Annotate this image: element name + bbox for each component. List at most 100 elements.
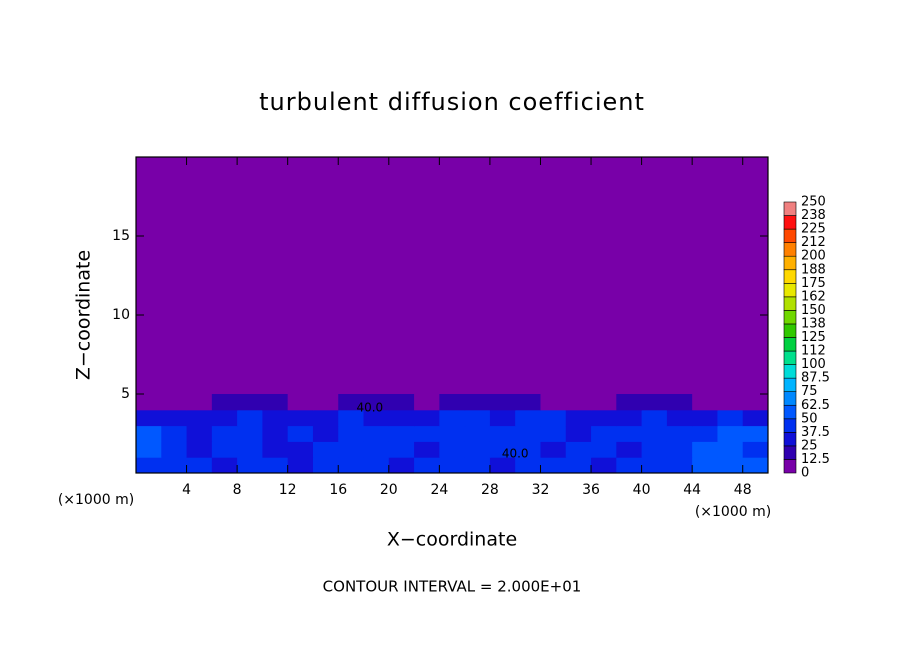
heat-cell <box>287 457 314 474</box>
heat-cell <box>237 457 263 474</box>
heat-cell <box>312 441 339 458</box>
heat-cell <box>717 425 744 442</box>
colorbar-label: 25 <box>801 438 818 453</box>
heat-cell <box>161 409 188 427</box>
heat-cell <box>565 409 592 427</box>
heat-cell <box>388 394 415 411</box>
heat-cell <box>489 457 516 474</box>
x-unit-right: (×1000 m) <box>695 504 771 520</box>
heat-cell <box>464 394 491 411</box>
colorbar-swatch <box>783 269 797 284</box>
heat-cell <box>136 425 162 442</box>
footer: CONTOUR INTERVAL = 2.000E+01 <box>323 578 582 596</box>
heat-cell <box>186 457 213 474</box>
heat-cell <box>186 394 213 411</box>
colorbar-label: 162 <box>801 289 826 304</box>
heat-cell <box>136 409 162 427</box>
y-axis-label: Z−coordinate <box>73 250 95 380</box>
heat-cell <box>591 425 617 442</box>
heat-cell <box>414 457 440 474</box>
x-tick-label: 48 <box>734 482 752 498</box>
y-tick-label: 5 <box>121 386 130 402</box>
colorbar-label: 50 <box>801 411 818 426</box>
heat-cell <box>591 409 617 427</box>
heat-cell <box>186 409 213 427</box>
heat-cell <box>641 409 668 427</box>
heat-cell <box>489 409 516 427</box>
heat-cell <box>136 394 162 411</box>
colorbar-swatch <box>783 215 797 230</box>
heat-cell <box>666 394 693 411</box>
heat-cell <box>363 409 390 427</box>
colorbar-swatch <box>783 404 797 420</box>
colorbar-label: 200 <box>801 249 826 264</box>
colorbar-swatch <box>783 310 797 325</box>
colorbar-label: 100 <box>801 357 826 372</box>
heat-cell <box>515 409 541 427</box>
heat-cell <box>717 394 744 411</box>
y-tick-label: 15 <box>112 228 130 244</box>
x-tick-label: 24 <box>430 482 448 498</box>
heat-cell <box>464 425 491 442</box>
colorbar-swatch <box>783 282 797 298</box>
heat-cell <box>287 425 314 442</box>
heat-cell <box>211 457 238 474</box>
heat-cell <box>262 441 289 458</box>
heat-cell <box>666 441 693 458</box>
heat-cell <box>540 457 567 474</box>
colorbar-label: 12.5 <box>801 452 830 467</box>
heat-cell <box>717 457 744 474</box>
heat-cell <box>338 457 365 474</box>
heat-cell <box>363 457 390 474</box>
colorbar-label: 62.5 <box>801 398 830 413</box>
colorbar-label: 188 <box>801 262 826 277</box>
colorbar-label: 250 <box>801 195 826 210</box>
heat-cell <box>464 441 491 458</box>
heat-cell <box>211 394 238 411</box>
heat-cell <box>439 425 466 442</box>
colorbar-swatch <box>783 364 797 379</box>
heat-cell <box>692 394 718 411</box>
heat-cell <box>742 425 769 442</box>
heat-cell <box>211 425 238 442</box>
heat-cell <box>540 425 567 442</box>
heat-cell <box>338 425 365 442</box>
colorbar-swatch <box>783 201 797 216</box>
heat-cell <box>692 457 718 474</box>
heat-cell <box>515 425 541 442</box>
heat-cell <box>742 409 769 427</box>
x-tick-label: 40 <box>633 482 651 498</box>
colorbar-swatch <box>783 323 797 338</box>
x-tick-label: 28 <box>481 482 499 498</box>
heat-cell <box>211 409 238 427</box>
colorbar-label: 112 <box>801 344 826 359</box>
heat-cell <box>287 394 314 411</box>
heat-cell <box>237 394 263 411</box>
x-axis-label: X−coordinate <box>387 529 517 551</box>
heat-cell <box>439 394 466 411</box>
x-tick-label: 4 <box>182 482 191 498</box>
heat-cell <box>641 457 668 474</box>
x-tick-label: 16 <box>329 482 347 498</box>
heat-cell <box>262 394 289 411</box>
x-tick-label: 36 <box>582 482 600 498</box>
heat-cell <box>692 425 718 442</box>
heat-cell <box>363 394 390 411</box>
colorbar-label: 75 <box>801 384 818 399</box>
heat-cell <box>565 394 592 411</box>
contour-label: 40.0 <box>502 447 529 461</box>
x-unit-left: (×1000 m) <box>58 492 134 508</box>
heat-cell <box>414 425 440 442</box>
colorbar-swatch <box>783 445 797 460</box>
heat-cell <box>591 457 617 474</box>
heat-cell <box>338 409 365 427</box>
heat-cell <box>641 425 668 442</box>
heat-cell <box>616 457 643 474</box>
heat-cell <box>388 457 415 474</box>
heat-cell <box>565 425 592 442</box>
heat-cell <box>666 457 693 474</box>
heat-cell <box>287 409 314 427</box>
heat-cell <box>616 441 643 458</box>
heat-cell <box>489 425 516 442</box>
heat-cell <box>414 394 440 411</box>
